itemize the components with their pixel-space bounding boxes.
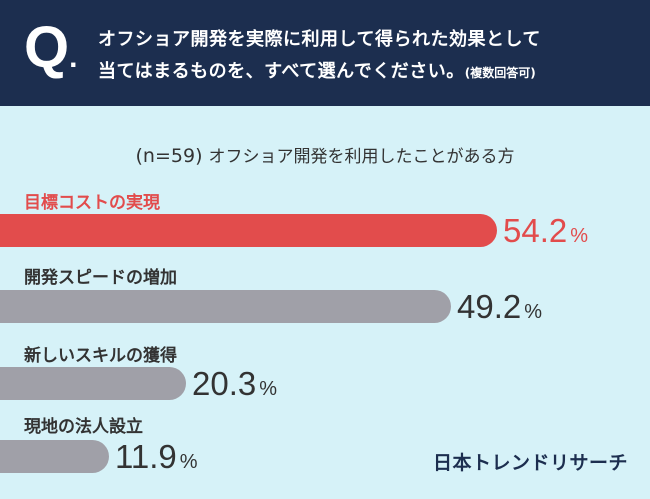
percent-sign: %: [179, 451, 198, 473]
bar-value-label: 20.3%: [192, 367, 277, 406]
question-text: オフショア開発を実際に利用して得られた効果として 当てはまるものを、すべて選んで…: [98, 24, 643, 89]
bar-value-number: 11.9: [115, 438, 177, 475]
bar-label: 新しいスキルの獲得: [24, 346, 177, 366]
question-header: Q. オフショア開発を実際に利用して得られた効果として 当てはまるものを、すべて…: [0, 0, 650, 106]
question-note: (複数回答可): [464, 66, 536, 80]
q-dot: .: [69, 41, 78, 74]
bar-value-label: 54.2%: [503, 214, 588, 253]
bar-label: 開発スピードの増加: [24, 268, 177, 288]
bar-value-number: 20.3: [192, 365, 257, 402]
bar: [0, 290, 451, 323]
bar: [0, 214, 497, 247]
bar: [0, 367, 186, 400]
question-mark-q: Q.: [24, 18, 77, 88]
sample-size: (n=59): [135, 145, 203, 167]
percent-sign: %: [524, 301, 543, 323]
percent-sign: %: [259, 378, 278, 400]
question-line-1: オフショア開発を実際に利用して得られた効果として: [98, 29, 541, 50]
bar-value-number: 54.2: [503, 212, 568, 249]
bar-value-label: 49.2%: [457, 290, 542, 329]
bar: [0, 440, 109, 473]
percent-sign: %: [570, 225, 589, 247]
question-line-2-text: 当てはまるものを、すべて選んでください。: [98, 61, 465, 82]
brand-logo: 日本トレンドリサーチ: [432, 452, 628, 474]
sample-caption: (n=59) オフショア開発を利用したことがある方: [0, 142, 650, 167]
bar-value-number: 49.2: [457, 288, 522, 325]
bar-value-label: 11.9%: [115, 440, 198, 479]
sample-description: オフショア開発を利用したことがある方: [208, 147, 515, 167]
q-letter: Q: [24, 15, 70, 80]
bar-label: 目標コストの実現: [24, 193, 160, 213]
bar-label: 現地の法人設立: [24, 417, 143, 437]
question-line-2: 当てはまるものを、すべて選んでください。(複数回答可): [98, 56, 643, 89]
